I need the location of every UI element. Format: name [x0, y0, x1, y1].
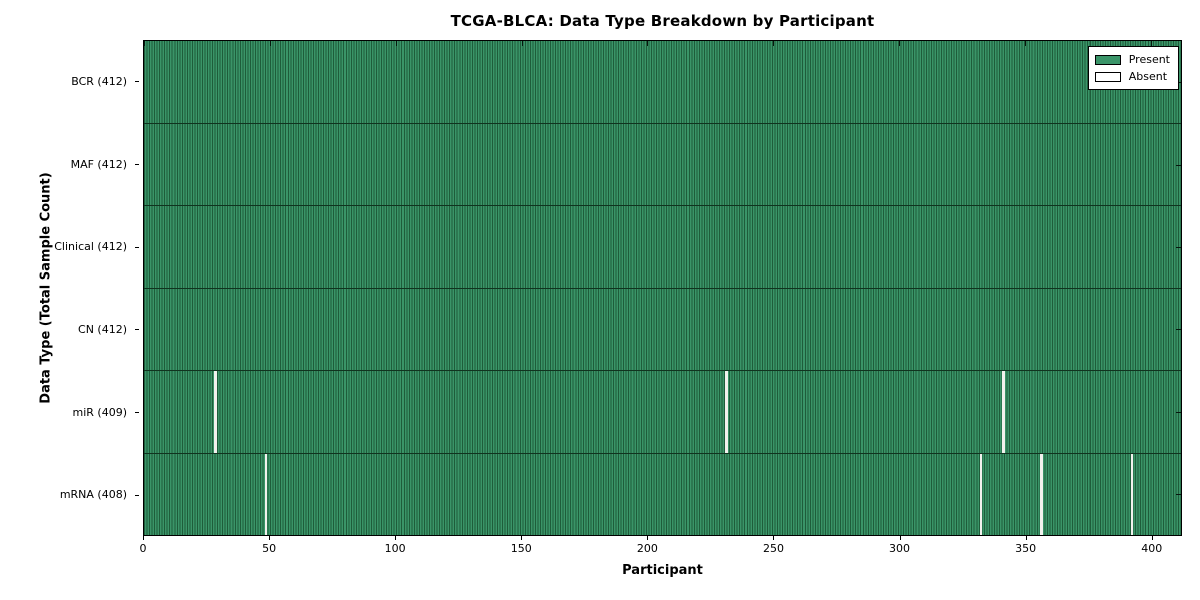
y-tick-cell: CN (412) [0, 288, 139, 371]
x-tick-label: 400 [1141, 542, 1163, 555]
x-tick-mark [143, 536, 144, 540]
y-tick-label: MAF (412) [70, 157, 127, 171]
x-tick-mark-top [395, 41, 397, 46]
y-tick-cell: miR (409) [0, 371, 139, 454]
y-tick-mark [135, 329, 139, 331]
y-tick-cell: mRNA (408) [0, 453, 139, 536]
x-tick-mark-top [1150, 41, 1152, 46]
legend-label: Present [1128, 53, 1170, 66]
x-tick-mark-top [647, 41, 649, 46]
legend: Present Absent [1087, 46, 1179, 90]
y-tick-mark-right [1176, 493, 1181, 495]
present-swatch-icon [1094, 54, 1121, 65]
y-tick-mark [135, 164, 139, 165]
y-tick-label: CN (412) [78, 322, 127, 336]
y-tick-mark [135, 81, 139, 83]
legend-label: Absent [1128, 70, 1168, 83]
x-tick-label: 50 [262, 542, 277, 555]
data-type-row-miR [144, 371, 1181, 454]
y-tick-label: BCR (412) [71, 74, 127, 88]
y-tick-mark-right [1176, 164, 1181, 166]
data-type-row-Clinical [144, 206, 1181, 289]
x-tick-label: 300 [889, 542, 911, 555]
absent-bar [1130, 453, 1134, 535]
x-tick-mark [1025, 536, 1027, 540]
x-tick-mark [773, 536, 775, 540]
y-tick-mark [135, 494, 139, 496]
x-tick-mark-top [521, 41, 523, 46]
y-tick-cell: MAF (412) [0, 123, 139, 206]
y-tick-label: mRNA (408) [59, 488, 127, 502]
legend-item-present: Present [1094, 51, 1170, 68]
rows-container [144, 41, 1181, 535]
x-tick-mark-top [1024, 41, 1026, 46]
x-tick-mark-top [773, 41, 775, 46]
y-tick-mark [135, 412, 139, 414]
y-tick-cell: Clinical (412) [0, 205, 139, 288]
x-tick-label: 350 [1015, 542, 1037, 555]
x-tick-label: 250 [762, 542, 784, 555]
chart-title: TCGA-BLCA: Data Type Breakdown by Partic… [450, 12, 875, 30]
x-tick-mark [521, 536, 523, 540]
x-tick-mark-top [269, 41, 271, 46]
y-tick-mark [135, 246, 139, 248]
plot-area: Present Absent [143, 40, 1182, 536]
y-tick-label: miR (409) [72, 405, 128, 419]
x-axis-label: Participant [622, 563, 703, 578]
absent-swatch-icon [1094, 71, 1121, 82]
x-tick-label: 100 [384, 542, 406, 555]
absent-bar [214, 371, 217, 453]
absent-bar [725, 371, 728, 453]
x-ticks: 0 50 100 150 200 250 300 350 400 [139, 536, 1182, 562]
y-tick-label: Clinical (412) [54, 240, 127, 254]
x-tick-mark [899, 536, 901, 540]
y-tick-mark-right [1176, 329, 1181, 331]
x-tick-mark [647, 536, 649, 540]
x-tick-mark [395, 536, 397, 540]
x-tick-label: 0 [139, 542, 147, 555]
data-type-row-mRNA [144, 453, 1181, 535]
absent-bar [979, 453, 983, 535]
data-type-row-BCR [144, 41, 1181, 124]
absent-bar [1002, 371, 1005, 453]
y-tick-cell: BCR (412) [0, 40, 139, 123]
x-tick-mark [1151, 536, 1153, 540]
x-tick-mark [269, 536, 271, 540]
y-tick-mark-right [1176, 246, 1181, 248]
absent-bar [264, 453, 268, 535]
x-tick-mark-top [144, 41, 145, 46]
legend-item-absent: Absent [1094, 68, 1170, 85]
absent-bar [1040, 453, 1043, 535]
y-tick-mark-right [1176, 411, 1181, 413]
row-labels: BCR (412) MAF (412) Clinical (412) CN (412)… [0, 40, 139, 536]
x-tick-label: 200 [636, 542, 658, 555]
x-tick-label: 150 [510, 542, 532, 555]
x-tick-mark-top [899, 41, 901, 46]
data-type-row-CN [144, 288, 1181, 371]
data-type-row-MAF [144, 123, 1181, 206]
